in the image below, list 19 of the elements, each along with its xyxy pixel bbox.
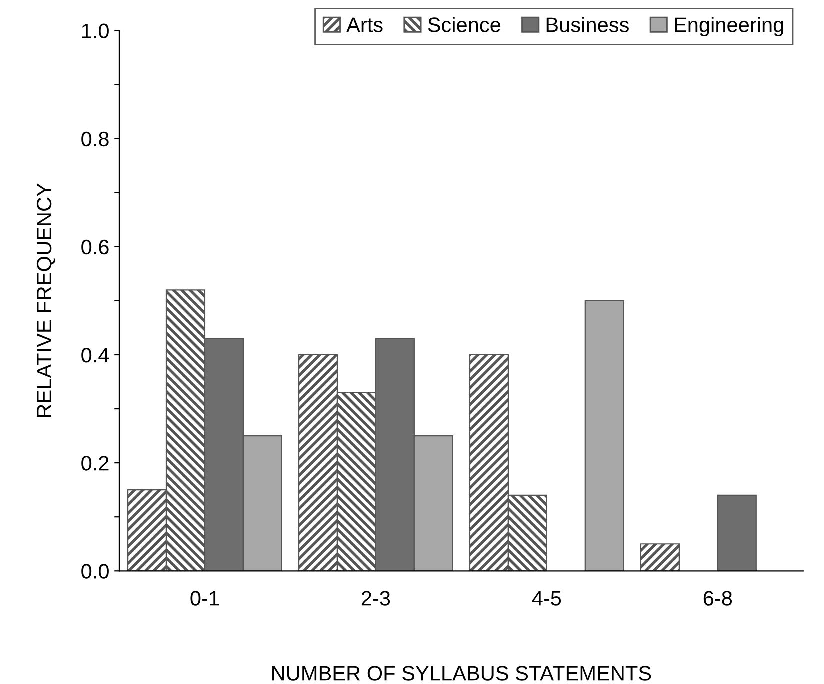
bar (584, 300, 624, 572)
legend-label: Science (428, 17, 501, 32)
y-tick-label: 0.2 (82, 456, 109, 471)
legend-label: Engineering (675, 17, 784, 37)
legend-label: Business (546, 17, 629, 32)
legend-label: Arts (346, 18, 383, 32)
bar (717, 494, 757, 572)
bar (640, 544, 680, 572)
x-tick-label: 0-1 (190, 591, 220, 606)
x-tick-label: 4-5 (532, 591, 562, 606)
y-tick-label: 0.0 (82, 564, 109, 579)
y-tick-label: 0.4 (82, 348, 110, 363)
y-axis-title: RELATIVE FREQUENCY (36, 184, 56, 418)
x-tick-label: 6-8 (704, 591, 732, 606)
y-tick-label: 0.6 (82, 240, 109, 255)
x-tick-label: 2-3 (362, 591, 390, 606)
y-tick-label: 0.8 (82, 132, 109, 147)
x-axis-title: NUMBER OF SYLLABUS STATEMENTS (272, 666, 652, 681)
y-tick-label: 1.0 (82, 24, 109, 39)
